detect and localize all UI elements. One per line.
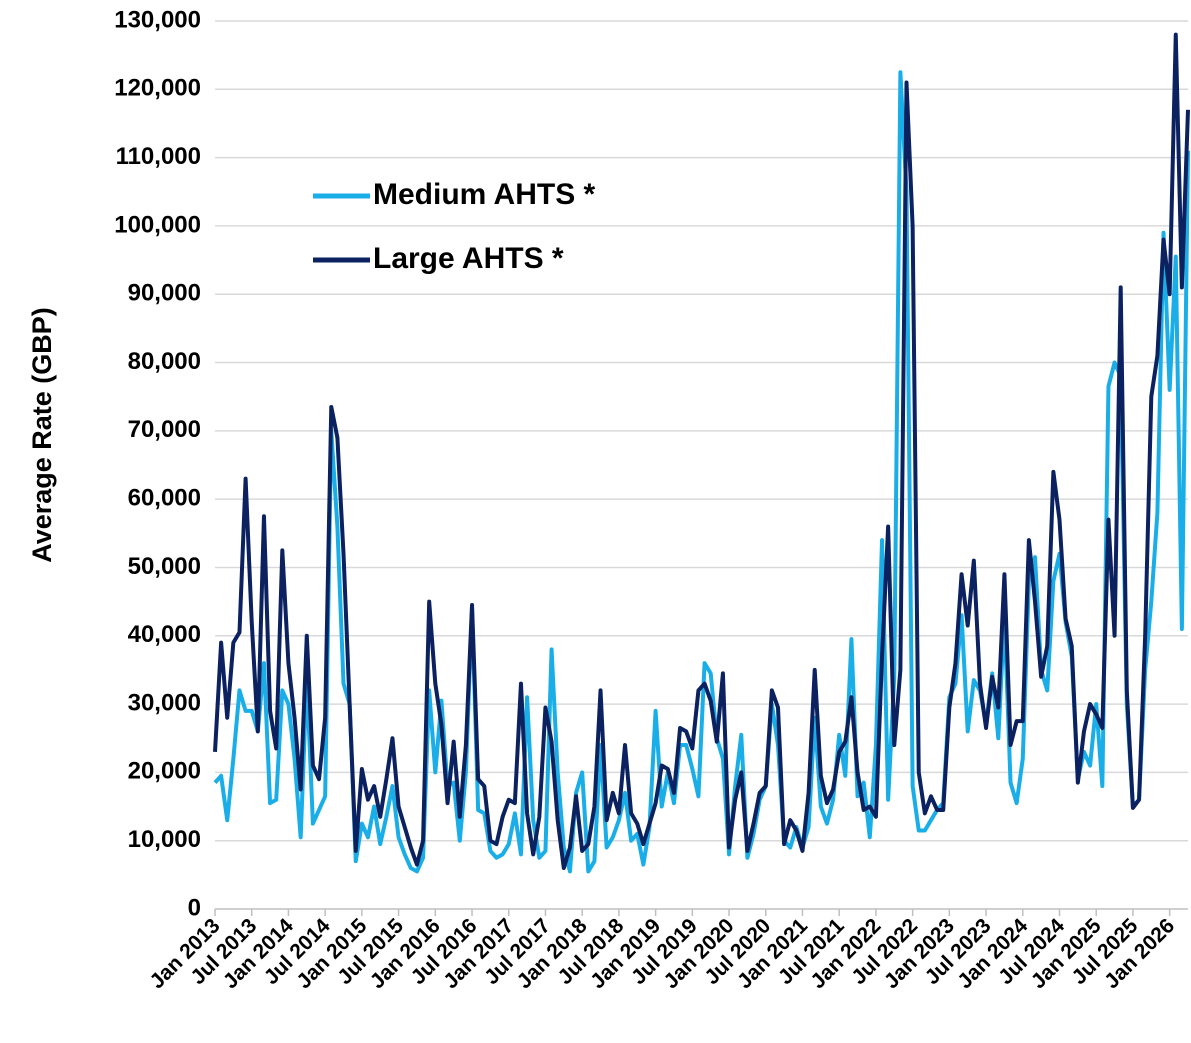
y-tick-label: 120,000 [114, 75, 201, 102]
y-tick-label: 40,000 [128, 621, 201, 648]
legend-label: Medium AHTS * [373, 178, 596, 211]
y-tick-label: 110,000 [116, 143, 201, 170]
y-tick-label: 100,000 [114, 211, 201, 238]
y-tick-label: 70,000 [128, 416, 201, 443]
legend-label: Large AHTS * [373, 242, 564, 275]
y-tick-label: 30,000 [128, 689, 201, 716]
y-tick-label: 60,000 [128, 484, 201, 511]
y-axis-label: Average Rate (GBP) [27, 307, 57, 563]
line-series [213, 32, 1190, 871]
y-tick-label: 50,000 [128, 553, 201, 580]
y-tick-label: 130,000 [114, 6, 201, 33]
y-tick-label: 20,000 [128, 758, 201, 785]
y-tick-label: 80,000 [128, 348, 201, 375]
y-tick-label: 90,000 [128, 280, 201, 307]
line-series [213, 70, 1190, 874]
y-tick-label: 10,000 [128, 826, 201, 853]
y-tick-label: 0 [188, 894, 201, 921]
